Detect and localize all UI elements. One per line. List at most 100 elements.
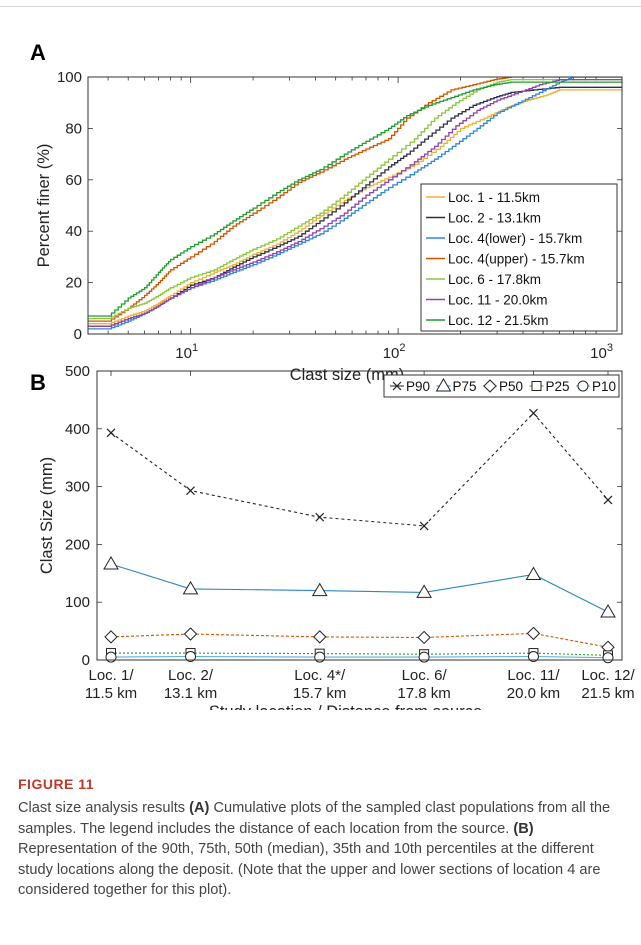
legend-entry: P75 [453, 379, 477, 394]
x-tick-label: 103 [590, 342, 613, 362]
legend-marker-stroke [392, 381, 402, 391]
panel-b: B 0 100 200 300 400 500 Loc. 1/11.5 km Loc. 2/1… [30, 363, 636, 710]
x-tick-label: 101 [175, 342, 198, 362]
point-p75 [525, 566, 542, 580]
y-axis-label: Clast Size (mm) [38, 457, 56, 574]
legend-entry: P25 [546, 379, 570, 394]
series-line-loc-11-20-0km [88, 78, 622, 327]
point-p75 [311, 582, 328, 597]
x-tick-label: Loc. 4*/ [294, 667, 346, 684]
y-tick-label: 0 [82, 652, 90, 669]
y-tick-label: 400 [65, 421, 90, 438]
legend-entry: P90 [406, 379, 430, 394]
caption-part: Cumulative plots of the sampled clast po… [18, 800, 611, 837]
x-tick-label: 21.5 km [581, 685, 634, 702]
legend-marker [435, 378, 452, 392]
y-tick-label: 80 [65, 120, 82, 137]
caption-ref-b: (B) [513, 820, 534, 837]
figure-label: FIGURE 11 [18, 776, 95, 792]
y-tick-label: 200 [65, 536, 90, 553]
legend-marker [392, 381, 402, 391]
legend-entry: Loc. 4(upper) - 15.7km [448, 252, 585, 267]
legend-marker [577, 380, 589, 392]
x-tick-label: 102 [383, 342, 406, 362]
caption-part: Representation of the 90th, 75th, 50th (… [18, 841, 601, 898]
point-p50 [313, 630, 327, 644]
x-tick-label: Loc. 11/ [507, 667, 560, 684]
caption-ref-a: (A) [189, 800, 210, 816]
point-p10 [602, 652, 614, 664]
y-tick-label: 20 [65, 275, 82, 292]
legend-entry: Loc. 2 - 13.1km [448, 211, 541, 226]
point-p90 [529, 408, 538, 418]
legend-marker [483, 379, 497, 393]
legend-entry: Loc. 1 - 11.5km [448, 190, 540, 205]
point-p90-stroke [186, 486, 195, 496]
y-tick-label: 100 [65, 594, 90, 611]
point-p90-stroke [529, 408, 538, 418]
point-p50 [104, 630, 118, 644]
plot-frame [96, 370, 623, 661]
point-p50 [183, 627, 198, 641]
x-tick-label: Loc. 1/ [88, 667, 134, 684]
point-p90 [106, 428, 116, 438]
y-tick-label: 60 [65, 172, 82, 189]
point-p90-stroke [106, 428, 116, 438]
x-tick-label: Loc. 6/ [402, 667, 448, 684]
legend-entry: Loc. 11 - 20.0km [448, 293, 548, 308]
y-tick-label: 40 [65, 223, 82, 240]
series-line-p90 [110, 412, 609, 527]
caption-part: Clast size analysis results [18, 800, 190, 816]
figure-caption: FIGURE 11 Clast size analysis results (A… [18, 776, 628, 901]
x-tick-label: Loc. 12/ [581, 667, 635, 684]
point-p10 [527, 651, 539, 663]
y-axis-label: Percent finer (%) [35, 144, 53, 268]
point-p90-stroke [419, 521, 429, 531]
x-tick-label: 11.5 km [85, 685, 137, 702]
y-tick-label: 0 [74, 326, 82, 343]
point-p10 [314, 651, 326, 663]
x-axis-label: Study location / Distance from source [209, 703, 482, 710]
point-p10 [105, 651, 117, 663]
series-line-p50 [110, 632, 609, 648]
point-p90-stroke [315, 512, 325, 522]
top-divider [0, 6, 641, 7]
x-tick-label: 15.7 km [293, 685, 346, 702]
series-line-loc-12-21-5km [88, 81, 622, 317]
point-p75 [182, 580, 199, 595]
x-tick-label: 13.1 km [164, 685, 217, 702]
legend-box [420, 183, 618, 332]
legend-entry: Loc. 4(lower) - 15.7km [448, 231, 582, 246]
x-tick-label: 17.8 km [397, 685, 450, 702]
point-p90 [419, 521, 429, 531]
point-p90 [315, 512, 325, 522]
legend-entry: Loc. 6 - 17.8km [448, 272, 541, 287]
point-p75 [103, 556, 119, 570]
series-line-loc-6-17-8km [88, 78, 622, 320]
panel-b-label: B [30, 370, 46, 395]
point-p50 [526, 626, 541, 641]
y-tick-label: 300 [65, 479, 90, 496]
series-group [88, 77, 622, 330]
point-p90 [186, 486, 195, 496]
panel-a-label: A [30, 40, 46, 65]
y-tick-label: 100 [57, 69, 82, 86]
legend-entry: Loc. 12 - 21.5km [448, 313, 549, 328]
point-p90-stroke [603, 495, 613, 505]
point-p75 [600, 604, 616, 618]
point-p50 [417, 630, 431, 645]
plot-frame [87, 76, 623, 335]
series-line-p10 [110, 655, 609, 659]
point-p75 [416, 584, 432, 598]
point-p10 [185, 651, 197, 663]
legend-entry: P10 [592, 379, 616, 394]
y-tick-label: 500 [65, 363, 90, 380]
legend-entry: P50 [499, 379, 523, 394]
point-p90 [603, 495, 613, 505]
series-line-p25 [111, 652, 609, 656]
legend-marker [531, 381, 542, 391]
x-tick-label: 20.0 km [507, 685, 560, 702]
x-tick-label: Loc. 2/ [168, 667, 214, 684]
